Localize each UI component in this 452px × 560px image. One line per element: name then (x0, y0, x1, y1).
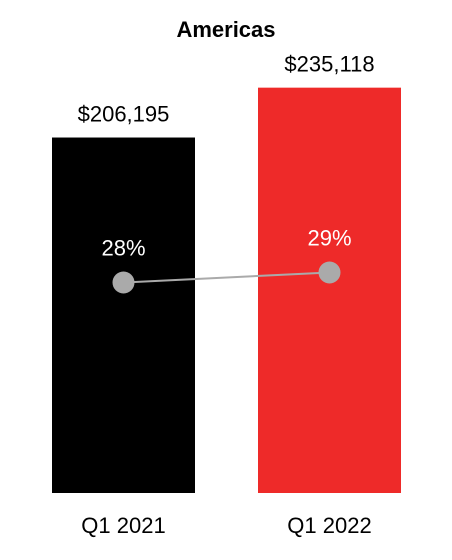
bar (258, 87, 401, 494)
line (123, 271, 330, 284)
chart-title: Americas (176, 17, 275, 42)
point (318, 261, 341, 284)
x-tick-label: Q1 2022 (287, 513, 371, 538)
value-label: 29% (307, 225, 351, 250)
x-tick-label: Q1 2021 (81, 513, 165, 538)
value-label: $235,118 (284, 51, 374, 76)
point (112, 271, 135, 294)
bar (52, 137, 195, 493)
value-label: $206,195 (78, 101, 170, 126)
value-label: 28% (101, 235, 145, 260)
